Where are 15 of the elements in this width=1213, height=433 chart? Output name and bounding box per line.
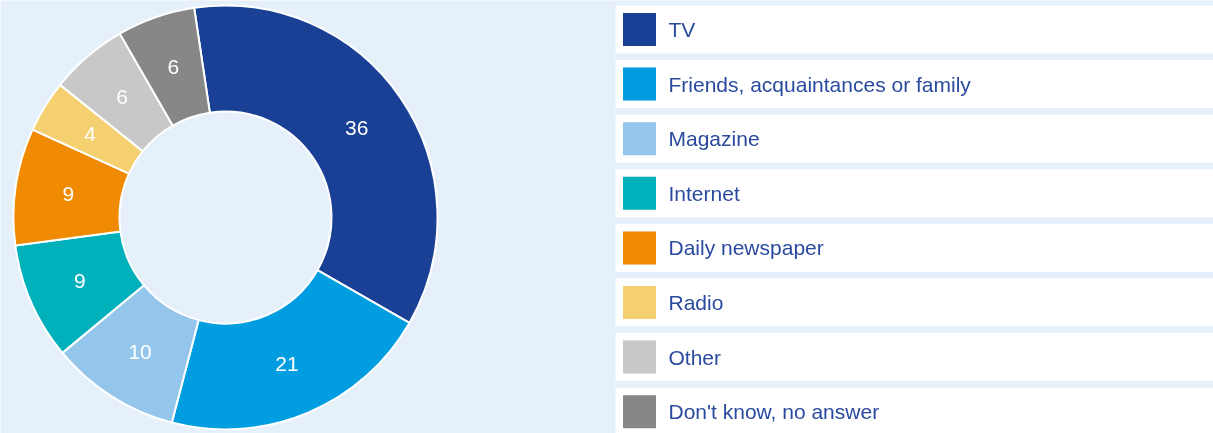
legend-label: Radio [668,291,724,314]
legend-label: Magazine [668,127,760,151]
legend-label: Don't know, no answer [668,400,880,424]
data-label: 6 [167,55,180,79]
data-label: 9 [74,269,86,293]
data-label: 21 [275,352,299,376]
data-label: 10 [128,339,152,363]
data-label: 4 [84,122,97,146]
legend-label: Other [668,345,722,369]
legend-label: TV [668,18,696,41]
legend-label: Daily newspaper [668,236,824,260]
legend-label: Internet [668,181,740,205]
data-label: 36 [345,115,369,139]
data-label: 9 [62,182,75,206]
legend-label: Friends, acquaintances or family [668,72,972,96]
